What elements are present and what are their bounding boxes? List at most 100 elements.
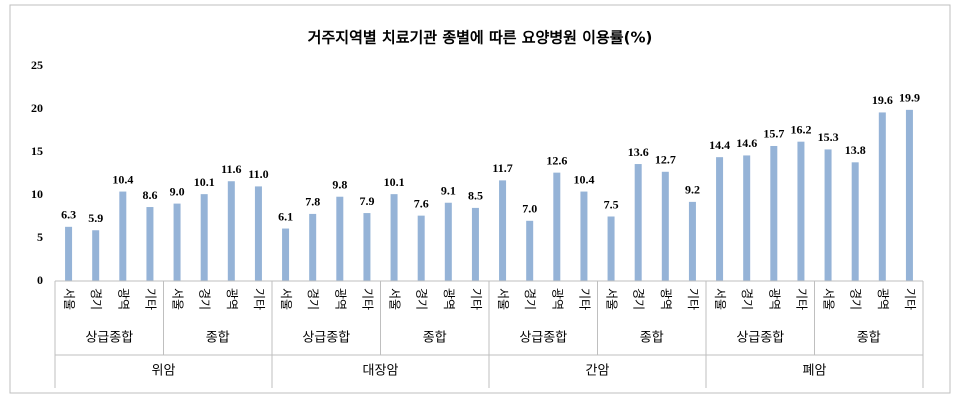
x-tick-label: 기타 (577, 288, 591, 310)
value-label: 12.6 (546, 153, 567, 167)
value-label: 7.6 (414, 196, 429, 210)
group-label: 대장암 (363, 364, 399, 379)
value-label: 7.9 (359, 194, 374, 208)
value-label: 9.8 (332, 177, 347, 191)
group-label: 폐암 (803, 364, 827, 379)
x-tick-label: 광역 (550, 288, 564, 310)
x-tick-label: 광역 (116, 288, 130, 310)
value-label: 9.1 (441, 183, 456, 197)
value-label: 14.4 (709, 138, 730, 152)
x-tick-label: 경기 (198, 288, 212, 310)
bar (824, 149, 832, 281)
x-tick-label: 기타 (794, 288, 808, 310)
bar (336, 196, 344, 281)
x-tick-label: 기타 (903, 288, 917, 310)
y-tick-label: 5 (37, 230, 43, 244)
x-tick-label: 경기 (632, 288, 646, 310)
value-label: 8.5 (468, 189, 483, 203)
x-tick-label: 서울 (605, 288, 619, 310)
subgroup-label: 종합 (640, 331, 664, 346)
subgroup-label: 상급종합 (85, 331, 133, 346)
value-label: 19.6 (872, 93, 893, 107)
value-label: 10.4 (112, 172, 133, 186)
x-tick-label: 서울 (62, 288, 76, 310)
x-tick-label: 경기 (89, 288, 103, 310)
subgroup-label: 상급종합 (736, 331, 784, 346)
value-label: 15.7 (763, 127, 784, 141)
value-label: 10.1 (384, 175, 405, 189)
value-label: 7.8 (305, 195, 320, 209)
x-tick-label: 기타 (360, 288, 374, 310)
bar (417, 215, 425, 281)
value-label: 7.0 (522, 202, 537, 216)
value-label: 8.6 (142, 188, 157, 202)
bar (65, 226, 73, 281)
x-tick-label: 광역 (442, 288, 456, 310)
bar (878, 112, 886, 281)
value-label: 5.9 (88, 211, 103, 225)
bar (851, 162, 859, 281)
value-label: 9.2 (685, 183, 700, 197)
subgroup-label: 종합 (857, 331, 881, 346)
value-label: 7.5 (604, 197, 619, 211)
bar (254, 186, 262, 281)
x-tick-label: 광역 (333, 288, 347, 310)
bar (743, 155, 751, 281)
value-label: 10.4 (573, 172, 594, 186)
value-label: 10.1 (194, 175, 215, 189)
bar (526, 220, 534, 281)
y-tick-label: 0 (37, 273, 43, 287)
value-label: 14.6 (736, 136, 757, 150)
value-label: 6.1 (278, 209, 293, 223)
y-tick-label: 25 (31, 58, 43, 72)
group-label: 간암 (586, 364, 610, 379)
bar (173, 203, 181, 281)
value-label: 9.0 (170, 184, 185, 198)
chart-title: 거주지역별 치료기관 종별에 따른 요양병원 이용률(%) (308, 29, 653, 47)
value-label: 16.2 (790, 122, 811, 136)
bar (905, 109, 913, 281)
value-label: 15.3 (818, 130, 839, 144)
x-tick-label: 기타 (252, 288, 266, 310)
x-tick-label: 경기 (523, 288, 537, 310)
bar (309, 213, 317, 281)
x-tick-label: 광역 (225, 288, 239, 310)
x-tick-label: 서울 (171, 288, 185, 310)
bar (553, 172, 561, 281)
bar (634, 164, 642, 281)
subgroup-label: 상급종합 (519, 331, 567, 346)
x-tick-label: 광역 (767, 288, 781, 310)
subgroup-label: 종합 (423, 331, 447, 346)
bar (499, 180, 507, 281)
x-tick-label: 경기 (849, 288, 863, 310)
x-tick-label: 서울 (822, 288, 836, 310)
bar (390, 194, 398, 281)
value-label: 11.0 (248, 167, 268, 181)
x-tick-label: 경기 (415, 288, 429, 310)
x-tick-label: 경기 (306, 288, 320, 310)
x-tick-label: 기타 (469, 288, 483, 310)
bar (716, 157, 724, 281)
value-label: 11.6 (221, 162, 241, 176)
bar (607, 216, 615, 281)
x-tick-label: 경기 (740, 288, 754, 310)
x-tick-label: 서울 (496, 288, 510, 310)
value-label: 19.9 (899, 91, 920, 105)
x-tick-label: 서울 (388, 288, 402, 310)
bar (770, 145, 778, 281)
bar (661, 171, 669, 281)
y-tick-label: 20 (31, 101, 43, 115)
value-label: 12.7 (655, 153, 676, 167)
x-tick-label: 기타 (143, 288, 157, 310)
value-label: 11.7 (492, 161, 512, 175)
bar (363, 213, 371, 281)
x-tick-label: 서울 (279, 288, 293, 310)
group-label: 위암 (152, 364, 176, 379)
bar (797, 141, 805, 281)
bar (580, 191, 588, 281)
bar (282, 228, 290, 281)
x-tick-label: 서울 (713, 288, 727, 310)
bar (444, 202, 452, 281)
y-tick-label: 10 (31, 187, 43, 201)
